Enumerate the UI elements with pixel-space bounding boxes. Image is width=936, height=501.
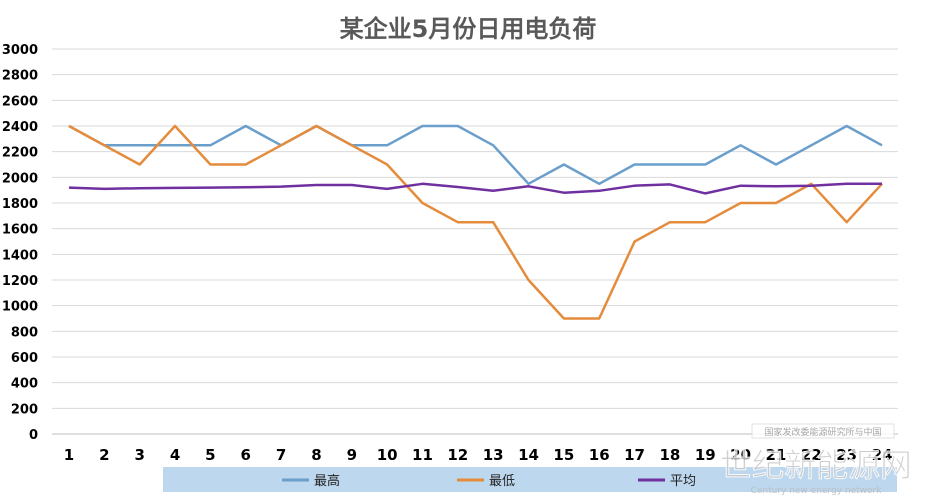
x-tick-label: 19	[695, 446, 716, 464]
x-tick-label: 23	[836, 446, 857, 464]
x-tick-label: 11	[412, 446, 433, 464]
y-tick-label: 2000	[2, 171, 38, 186]
chart-title: 某企业5月份日用电负荷	[340, 15, 597, 43]
x-tick-label: 8	[311, 446, 321, 464]
watermark-small-text: 国家发改委能源研究所与中国	[764, 426, 881, 438]
grid-lines	[52, 48, 898, 435]
y-tick-label: 1800	[2, 197, 38, 212]
y-tick-label: 1000	[2, 300, 38, 315]
x-tick-label: 9	[347, 446, 357, 464]
series-line-最低	[68, 124, 883, 320]
y-tick-label: 800	[11, 325, 38, 340]
x-tick-label: 13	[483, 446, 504, 464]
y-tick-label: 1200	[2, 274, 38, 289]
legend-label: 平均	[670, 474, 696, 489]
legend-label: 最低	[489, 474, 515, 489]
y-axis-ticks: 0 200 400 600 800 1000 1200 1400 1600 1800 2000 220…	[2, 43, 38, 443]
x-tick-label: 6	[241, 446, 251, 464]
x-tick-label: 3	[134, 446, 144, 464]
series-lines	[68, 124, 883, 320]
y-tick-label: 2400	[2, 120, 38, 135]
x-tick-label: 14	[518, 446, 539, 464]
x-tick-label: 20	[730, 446, 751, 464]
x-tick-label: 21	[766, 446, 787, 464]
x-tick-label: 16	[589, 446, 610, 464]
x-tick-label: 5	[205, 446, 215, 464]
series-line-平均	[68, 182, 882, 195]
x-tick-label: 7	[276, 446, 286, 464]
x-axis-ticks: 1 2 3 4 5 6 7 8 9 10 11 12 13 14 15 16 17 18 19 20 21 22 23 24	[64, 446, 893, 464]
y-tick-label: 600	[11, 351, 38, 366]
watermark-sub-text: Century new energy network	[751, 486, 883, 496]
y-tick-label: 0	[29, 428, 38, 443]
y-tick-label: 2200	[2, 146, 38, 161]
y-tick-label: 2600	[2, 94, 38, 109]
x-tick-label: 1	[64, 446, 74, 464]
y-tick-label: 200	[11, 402, 38, 417]
y-tick-label: 1400	[2, 248, 38, 263]
y-tick-label: 400	[11, 377, 38, 392]
y-tick-label: 1600	[2, 223, 38, 238]
watermark-large-text: 世纪新能源网	[720, 446, 912, 484]
series-line-最高	[68, 124, 883, 186]
x-tick-label: 24	[872, 446, 893, 464]
x-tick-label: 22	[801, 446, 822, 464]
x-tick-label: 4	[170, 446, 180, 464]
y-tick-label: 3000	[2, 43, 38, 58]
x-tick-label: 18	[659, 446, 680, 464]
x-tick-label: 2	[99, 446, 109, 464]
x-tick-label: 10	[377, 446, 398, 464]
watermark: 国家发改委能源研究所与中国 世纪新能源网 Century new energy …	[719, 423, 913, 496]
x-tick-label: 15	[553, 446, 574, 464]
x-tick-label: 17	[624, 446, 645, 464]
x-tick-label: 12	[447, 446, 468, 464]
legend-label: 最高	[314, 473, 340, 489]
y-tick-label: 2800	[2, 69, 38, 84]
legend: 最高 最低 平均	[282, 473, 696, 489]
